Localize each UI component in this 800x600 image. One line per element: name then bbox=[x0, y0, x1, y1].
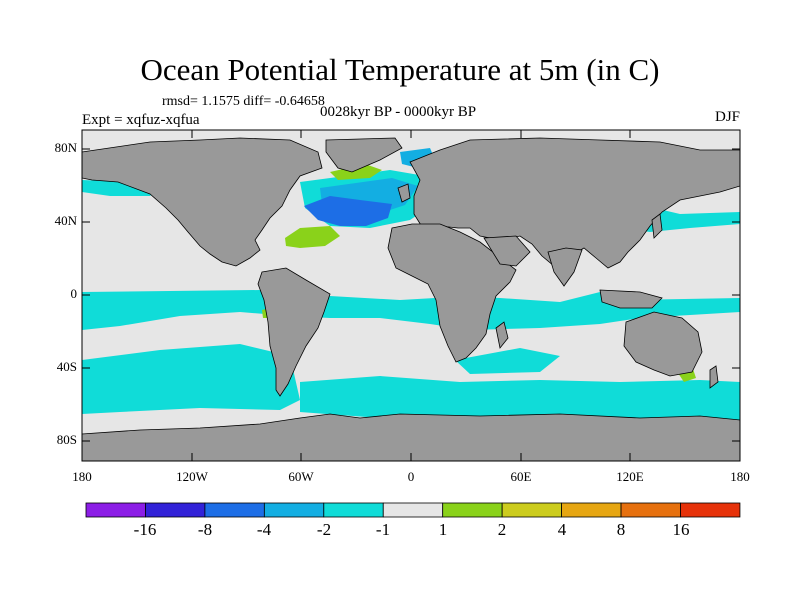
y-tick-label: 80S bbox=[56, 432, 77, 447]
colorbar-label: -4 bbox=[256, 520, 272, 539]
stats-line: rmsd= 1.1575 diff= -0.64658 bbox=[162, 94, 325, 110]
strong-cool-regions bbox=[304, 196, 392, 226]
diff-value: -0.64658 bbox=[274, 94, 325, 109]
x-tick-label: 120W bbox=[176, 469, 208, 484]
y-tick-label: 40N bbox=[54, 213, 77, 228]
experiment-label: Expt = xqfuz-xqfua bbox=[82, 112, 200, 128]
colorbar-label: 4 bbox=[557, 520, 567, 539]
rmsd-label: rmsd= bbox=[162, 94, 198, 109]
colorbar-box-9 bbox=[620, 502, 681, 518]
map-title: Ocean Potential Temperature at 5m (in C) bbox=[140, 52, 660, 87]
y-tick-label: 40S bbox=[56, 359, 77, 374]
season-label: DJF bbox=[714, 109, 740, 125]
colorbar-box-1 bbox=[145, 502, 206, 518]
colorbar-box-2 bbox=[204, 502, 265, 518]
colorbar-label: 1 bbox=[438, 520, 448, 539]
colorbar-label: -8 bbox=[197, 520, 213, 539]
rmsd-value: 1.1575 bbox=[201, 94, 240, 109]
colorbar-box-10 bbox=[680, 502, 741, 518]
axis-ticks bbox=[82, 130, 740, 461]
colorbar-label: 2 bbox=[497, 520, 507, 539]
colorbar-box-4 bbox=[323, 502, 384, 518]
x-tick-label: 180 bbox=[730, 469, 750, 484]
colorbar-box-6 bbox=[442, 502, 503, 518]
colorbar-label: -16 bbox=[133, 520, 157, 539]
colorbar-box-0 bbox=[85, 502, 146, 518]
land-masses bbox=[82, 137, 740, 461]
x-tick-label: 0 bbox=[407, 469, 415, 484]
colorbar bbox=[85, 502, 741, 518]
y-tick-label: 80N bbox=[54, 140, 77, 155]
x-tick-label: 120E bbox=[616, 469, 644, 484]
colorbar-box-3 bbox=[263, 502, 325, 518]
x-tick-label: 180 bbox=[72, 469, 92, 484]
y-tick-label: 0 bbox=[70, 286, 78, 301]
colorbar-label: 8 bbox=[616, 520, 626, 539]
x-tick-label: 60W bbox=[288, 469, 314, 484]
colorbar-box-8 bbox=[561, 502, 622, 518]
colorbar-label: -2 bbox=[316, 520, 332, 539]
colorbar-box-5 bbox=[382, 502, 444, 518]
x-tick-label: 60E bbox=[510, 469, 532, 484]
colorbar-label: 16 bbox=[672, 520, 690, 539]
diff-label: diff= bbox=[243, 94, 272, 109]
period-label: 0028kyr BP - 0000kyr BP bbox=[320, 104, 477, 120]
colorbar-label: -1 bbox=[375, 520, 391, 539]
colorbar-box-7 bbox=[501, 502, 562, 518]
